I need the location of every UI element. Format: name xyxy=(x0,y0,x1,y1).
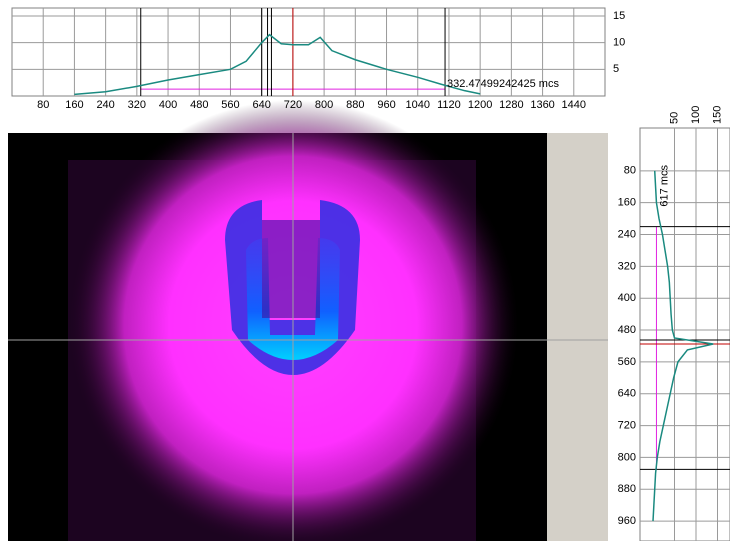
x-tick-label: 1360 xyxy=(530,99,554,111)
top-plot-frame xyxy=(11,7,606,97)
y-tick-label: 10 xyxy=(613,37,625,49)
y-tick-label: 80 xyxy=(624,165,636,177)
x-tick-label: 640 xyxy=(253,99,271,111)
beam-image xyxy=(8,100,608,541)
x-tick-label: 960 xyxy=(377,99,395,111)
x-tick-label: 400 xyxy=(159,99,177,111)
x-tick-label: 720 xyxy=(284,99,302,111)
profile-line xyxy=(74,33,481,96)
x-tick-label: 480 xyxy=(190,99,208,111)
y-tick-label: 640 xyxy=(618,388,636,400)
profile-line xyxy=(652,170,714,522)
y-tick-label: 5 xyxy=(613,63,619,75)
y-tick-label: 400 xyxy=(618,292,636,304)
x-tick-label: 560 xyxy=(221,99,239,111)
x-tick-label: 800 xyxy=(315,99,333,111)
y-tick-label: 960 xyxy=(618,515,636,527)
x-tick-label: 1120 xyxy=(437,99,461,111)
x-tick-label: 240 xyxy=(96,99,114,111)
x-tick-label: 150 xyxy=(711,106,723,124)
y-tick-label: 560 xyxy=(618,356,636,368)
width-label: 332.47499242425 mcs xyxy=(447,78,559,90)
y-tick-label: 720 xyxy=(618,419,636,431)
x-tick-label: 1040 xyxy=(405,99,429,111)
y-tick-label: 480 xyxy=(618,324,636,336)
x-tick-label: 1200 xyxy=(468,99,492,111)
x-tick-label: 1440 xyxy=(562,99,586,111)
x-tick-label: 160 xyxy=(65,99,83,111)
x-tick-label: 880 xyxy=(346,99,364,111)
y-tick-label: 800 xyxy=(618,451,636,463)
width-label: 617 mcs xyxy=(658,164,670,206)
y-tick-label: 320 xyxy=(618,260,636,272)
y-tick-label: 240 xyxy=(618,228,636,240)
y-tick-label: 15 xyxy=(613,10,625,22)
side-plot-frame xyxy=(639,127,730,541)
x-tick-label: 80 xyxy=(37,99,49,111)
x-tick-label: 320 xyxy=(128,99,146,111)
x-tick-label: 50 xyxy=(668,112,680,124)
x-tick-label: 1280 xyxy=(499,99,523,111)
x-tick-label: 100 xyxy=(690,106,702,124)
y-tick-label: 160 xyxy=(618,197,636,209)
y-tick-label: 880 xyxy=(618,483,636,495)
